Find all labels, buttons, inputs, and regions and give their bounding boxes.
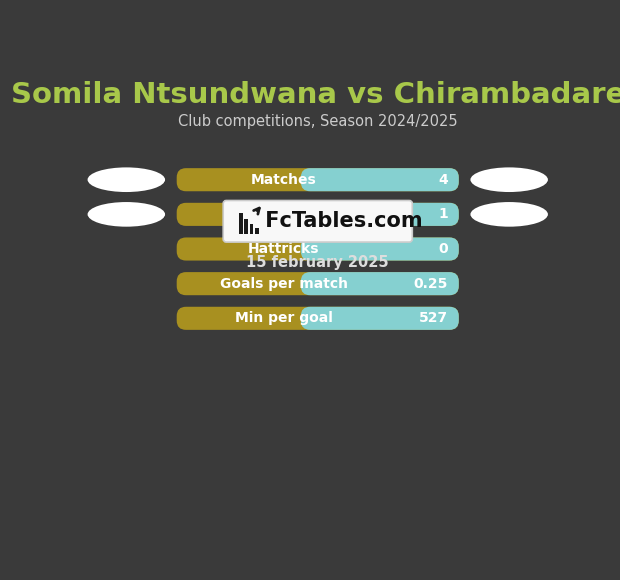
Ellipse shape [471, 202, 548, 227]
Ellipse shape [87, 176, 165, 188]
FancyBboxPatch shape [249, 224, 254, 234]
Text: 15 february 2025: 15 february 2025 [246, 255, 389, 270]
Text: Goals per match: Goals per match [220, 277, 348, 291]
Text: 1: 1 [438, 208, 448, 222]
FancyBboxPatch shape [177, 237, 459, 260]
FancyBboxPatch shape [239, 213, 242, 234]
Text: Min per goal: Min per goal [235, 311, 333, 325]
Ellipse shape [87, 202, 165, 227]
FancyBboxPatch shape [301, 237, 459, 260]
FancyBboxPatch shape [177, 168, 459, 191]
FancyBboxPatch shape [301, 272, 459, 295]
Text: Matches: Matches [251, 173, 317, 187]
FancyBboxPatch shape [244, 219, 248, 234]
Text: 0: 0 [438, 242, 448, 256]
Text: Goals: Goals [262, 208, 306, 222]
Ellipse shape [87, 168, 165, 192]
Text: Club competitions, Season 2024/2025: Club competitions, Season 2024/2025 [178, 114, 458, 129]
FancyBboxPatch shape [301, 307, 459, 330]
Text: 527: 527 [419, 311, 448, 325]
Ellipse shape [471, 176, 548, 188]
FancyBboxPatch shape [301, 168, 459, 191]
Text: FcTables.com: FcTables.com [258, 211, 422, 231]
FancyBboxPatch shape [301, 203, 459, 226]
Text: 0.25: 0.25 [414, 277, 448, 291]
FancyBboxPatch shape [177, 307, 459, 330]
FancyBboxPatch shape [223, 201, 412, 242]
Text: Somila Ntsundwana vs Chirambadare: Somila Ntsundwana vs Chirambadare [11, 81, 620, 109]
Text: 4: 4 [438, 173, 448, 187]
FancyBboxPatch shape [177, 272, 459, 295]
FancyBboxPatch shape [177, 203, 459, 226]
Ellipse shape [471, 168, 548, 192]
Ellipse shape [471, 211, 548, 223]
FancyBboxPatch shape [255, 228, 259, 234]
Ellipse shape [87, 211, 165, 223]
Text: Hattricks: Hattricks [248, 242, 320, 256]
